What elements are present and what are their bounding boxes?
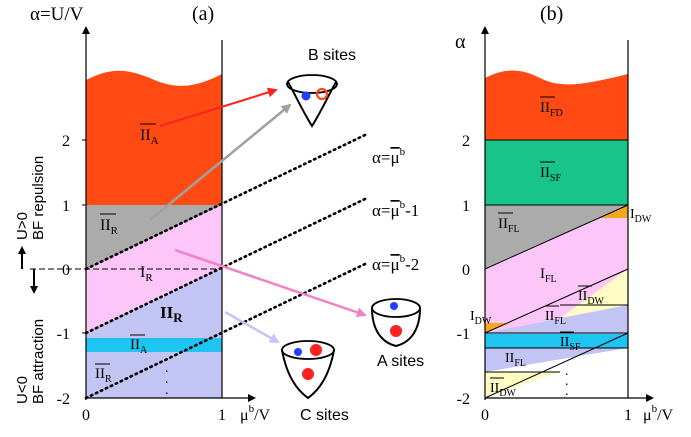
region-label-dw3: IDW — [470, 309, 492, 327]
arrow-pink — [174, 248, 367, 318]
dotted-line-mu — [84, 133, 367, 271]
dotted-line-mu-minus-2 — [84, 262, 367, 400]
region-label-pink: IR — [140, 264, 153, 284]
region-label-gray: IIR — [100, 217, 119, 237]
region-b-fd — [485, 70, 628, 140]
region-b-fl2 — [485, 305, 628, 333]
c-sites-icon — [281, 340, 335, 400]
b-sites-icon — [286, 74, 338, 128]
ellipsis-dots: . — [165, 372, 169, 387]
region-label-fl3: IIFL — [505, 351, 526, 369]
b-diagonal-2 — [484, 332, 629, 399]
arrow-lavender — [224, 310, 280, 344]
y-tick-a: 0 — [62, 262, 70, 279]
region-label-cyan: IIA — [130, 337, 148, 356]
region-label-ifl: IFL — [540, 266, 557, 285]
a-sites-icon — [371, 298, 421, 348]
region-label-fd: IIFD — [540, 100, 563, 119]
panel-label-b: (b) — [540, 3, 563, 25]
x-tick-a: 0 — [82, 407, 90, 424]
attraction-label: U<0 BF attraction — [14, 319, 47, 404]
ellipsis-dots: . — [165, 383, 169, 398]
region-a-cyan — [86, 338, 222, 352]
y-tick-a: 1 — [62, 198, 70, 215]
region-a-top-red — [86, 70, 222, 205]
a-sites-label: A sites — [377, 353, 424, 370]
y-tick-a: -1 — [57, 326, 70, 343]
region-label-dw1: IDW — [630, 207, 652, 225]
ellipsis-dots-b: . — [565, 374, 569, 389]
region-label-dw2: IIDW — [578, 289, 605, 307]
arrow-red — [159, 87, 278, 127]
region-label-bottom: IIR — [95, 366, 112, 385]
repulsion-label: U>0 BF repulsion — [14, 156, 47, 240]
panel-b: 2 1 0 -1 -2 0 1 α (b) μb/V IIFD IISF IIF… — [455, 3, 674, 424]
x-tick-a: 1 — [218, 407, 226, 424]
y-tick-b: 0 — [462, 262, 470, 279]
ellipsis-dots-b: . — [565, 384, 569, 399]
region-label-fl2: IIFL — [545, 309, 566, 327]
line-label-mu-minus-1: α=μb-1 — [372, 199, 419, 220]
panel-label-a: (a) — [192, 3, 214, 25]
arrow-gray — [149, 103, 292, 221]
x-axis-title-a: μb/V — [240, 403, 271, 424]
y-axis-title-b: α — [455, 31, 466, 53]
region-b-dw2 — [560, 269, 628, 318]
y-tick-b: -1 — [457, 326, 470, 343]
region-b-sf — [485, 140, 628, 205]
x-axis-title-b: μb/V — [643, 403, 674, 424]
region-label-top: IIA — [140, 127, 159, 147]
x-tick-b: 0 — [481, 407, 489, 424]
b-diagonal-1 — [484, 268, 629, 334]
y-tick-b: -2 — [457, 391, 470, 408]
region-b-sf2 — [485, 334, 628, 348]
y-tick-a: -2 — [57, 391, 70, 408]
line-label-mu-minus-2: α=μb-2 — [372, 253, 419, 274]
ellipsis-dots-b: . — [565, 364, 569, 379]
region-label-dw4: IIDW — [490, 381, 517, 399]
b-diagonal-0 — [484, 204, 629, 270]
y-tick-b: 2 — [462, 133, 470, 150]
y-axis-title-a: α=U/V — [30, 4, 84, 25]
line-label-mu: α=μb — [372, 146, 406, 167]
region-label-sf: IISF — [540, 165, 562, 184]
region-a-lavender-lower — [86, 333, 222, 338]
b-sites-label: B sites — [308, 47, 356, 64]
x-tick-b: 1 — [624, 407, 632, 424]
region-label-fl1: IIFL — [498, 216, 520, 235]
region-label-sf2: IISF — [560, 335, 581, 353]
ellipsis-dots: . — [165, 361, 169, 376]
y-tick-a: 2 — [62, 133, 70, 150]
region-label-lavender: IIR — [160, 303, 183, 325]
region-a-bottom-lavender — [86, 352, 222, 398]
region-b-fl3b — [485, 348, 628, 372]
c-sites-label: C sites — [300, 407, 349, 424]
y-tick-b: 1 — [462, 198, 470, 215]
panel-a: 2 1 0 -1 -2 0 1 α=U/V (a) μb/V U>0 BF re… — [14, 3, 424, 424]
